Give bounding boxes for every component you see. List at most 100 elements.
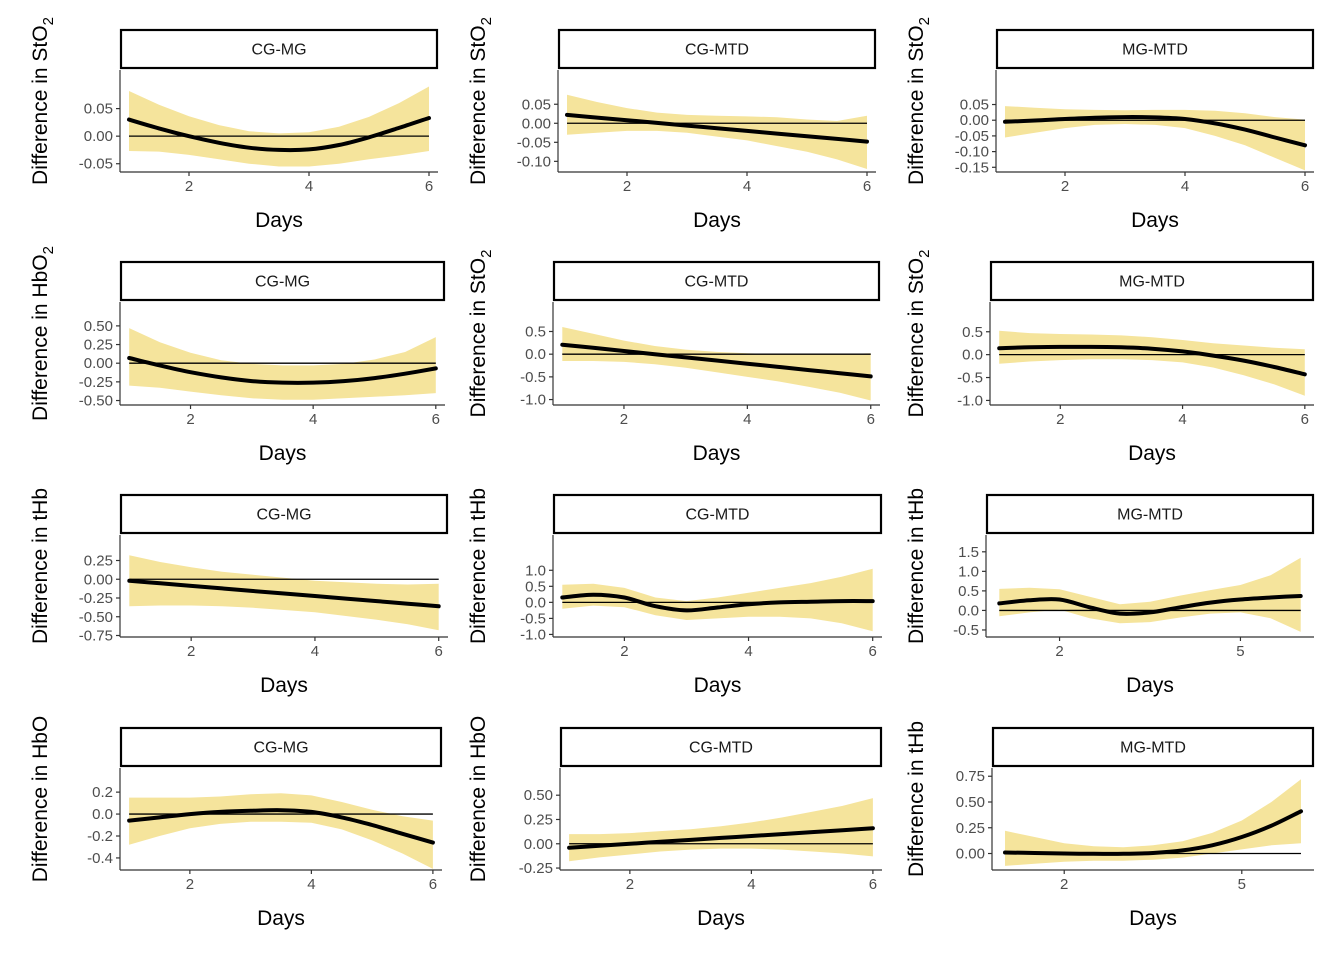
panel-12-y-axis-title: Difference in tHb [905,721,928,877]
panel-9-strip-label: MG-MTD [1117,507,1183,524]
panel-3-fit-line [1003,115,1307,148]
panel-8-x-tick-label: 2 [620,643,628,660]
panel-5-x-tick-label: 2 [620,411,628,428]
panel-1-confidence-band [129,86,429,167]
panel-9-y-tick-label: -0.5 [953,622,979,639]
panel-5-confidence-band [562,327,871,401]
panel-6-x-tick-label: 6 [1301,411,1309,428]
panel-8-y-tick-label: -0.5 [520,610,546,627]
panel-4-strip [119,260,446,302]
panel-9: MG-MTD 2 5 -0.5 0.0 0.5 1.0 1.5 Days Difference i… [905,488,1315,697]
panel-3-y-axis-title: Difference in StO2 [905,17,933,185]
panel-4-y-axis-title-subscript: 2 [40,246,57,254]
panel-4-x-tick-label: 4 [309,411,317,428]
panel-12-fit-line [1003,809,1303,856]
panel-5-y-tick-label: -0.5 [520,369,546,386]
panel-9-confidence-band [999,557,1301,632]
panel-4-x-tick-label: 6 [432,411,440,428]
panel-2-x-tick-label: 4 [743,178,751,195]
panel-5-y-axis-title: Difference in StO2 [467,250,495,418]
panel-10-x-axis-title: Days [257,907,305,930]
panel-9-y-tick-label: 1.5 [958,544,979,561]
panel-7-y-tick-label: -0.25 [79,590,113,607]
panel-9-x-tick-label: 2 [1055,643,1063,660]
panel-3-y-tick-label: 0.05 [960,97,989,114]
panel-7-y-tick-label: 0.00 [84,571,113,588]
panel-5-x-tick-label: 6 [867,411,875,428]
panel-5-y-tick-label: 0.5 [525,323,546,340]
panel-11-strip-label: CG-MTD [689,740,753,757]
panel-9-strip [985,493,1315,535]
panel-2-y-axis-title-main: Difference in StO [467,25,490,185]
panel-3-y-tick-label: 0.00 [960,112,989,129]
panel-10-y-axis-title-main: Difference in HbO [29,716,52,883]
panel-8-fit-line [560,592,875,613]
panel-7-x-tick-label: 2 [187,643,195,660]
panel-4-y-tick-label: -0.50 [79,393,113,410]
panel-11-x-tick-label: 4 [747,876,755,893]
panel-3-strip-label: MG-MTD [1122,42,1188,59]
panel-4-y-tick-label: 0.50 [84,318,113,335]
panel-8-y-tick-label: 0.0 [525,594,546,611]
panel-1-y-axis-title-main: Difference in StO [29,25,52,185]
panel-8-x-tick-label: 6 [869,643,877,660]
panel-2-y-tick-label: 0.00 [522,115,551,132]
panel-10-x-tick-label: 4 [307,876,315,893]
panel-3-y-tick-label: -0.10 [955,144,989,161]
panel-7-strip-label: CG-MG [256,507,311,524]
panel-11: CG-MTD 2 4 6 -0.25 0.00 0.25 0.50 Days Difference… [467,716,883,930]
panel-11-fit-line [567,826,875,850]
panel-3-x-tick-label: 4 [1181,178,1189,195]
panel-12-y-tick-label: 0.00 [956,846,985,863]
panel-4-y-tick-label: 0.00 [84,355,113,372]
panel-11-y-axis-title-main: Difference in HbO [467,716,490,883]
panel-9-y-axis-title: Difference in tHb [905,488,928,644]
panel-4-x-axis-title: Days [259,442,307,465]
panel-12-strip [991,726,1315,768]
panel-6-x-axis-title: Days [1128,442,1176,465]
panel-8-strip [552,493,883,535]
panel-6-x-tick-label: 4 [1178,411,1186,428]
panel-6-y-tick-label: -0.5 [957,370,983,387]
panel-12-confidence-band [1005,779,1301,866]
panel-10-y-tick-label: 0.2 [92,784,113,801]
panel-8: CG-MTD 2 4 6 -1.0-0.50.00.51.0 Days Difference… [467,488,883,697]
panel-4-confidence-band [129,328,436,400]
panel-7-fit-line [127,578,441,609]
panel-2-y-axis-title-subscript: 2 [478,17,495,25]
panel-6-strip-label: MG-MTD [1119,274,1185,291]
panel-4-x-tick-label: 2 [186,411,194,428]
panel-6-y-tick-label: -1.0 [957,392,983,409]
panel-4-strip-label: CG-MG [255,274,310,291]
panel-6-y-axis-title-main: Difference in StO [905,258,928,418]
panel-6-y-tick-label: 0.0 [962,347,983,364]
panel-7-y-axis-title-main: Difference in tHb [29,488,52,644]
panel-8-confidence-band [562,568,873,632]
panel-10-y-tick-label: 0.0 [92,806,113,823]
panel-4-y-tick-label: -0.25 [79,374,113,391]
panel-2-strip-label: CG-MTD [685,42,749,59]
panel-1-x-axis-title: Days [255,209,303,232]
panel-12-y-tick-label: 0.50 [956,794,985,811]
panel-10: CG-MG 2 4 6 -0.4 -0.2 0.0 0.2 Days Difference in … [29,716,443,930]
panel-8-y-tick-label: 1.0 [525,562,546,579]
panel-3-x-tick-label: 6 [1301,178,1309,195]
panel-12-x-tick-label: 5 [1238,876,1246,893]
panel-3-y-tick-label: -0.15 [955,159,989,176]
panel-8-y-tick-label: -1.0 [520,626,546,643]
panel-3-y-tick-label: -0.05 [955,128,989,145]
panel-7-strip [119,493,449,535]
panel-7-x-tick-label: 6 [435,643,443,660]
panel-5-y-tick-label: 0.0 [525,346,546,363]
panel-5-x-axis-title: Days [693,442,741,465]
panel-11-y-tick-label: -0.25 [519,860,553,877]
panel-7-y-tick-label: -0.50 [79,609,113,626]
panel-6: MG-MTD 2 4 6 -1.0 -0.5 0.0 0.5 Days Difference in… [905,250,1315,465]
panel-1-y-axis-title-subscript: 2 [40,17,57,25]
panel-1-x-tick-label: 2 [185,178,193,195]
panel-1-y-tick-label: 0.00 [84,128,113,145]
panel-7-y-tick-label: 0.25 [84,553,113,570]
panel-2-y-tick-label: -0.10 [517,153,551,170]
panel-9-y-tick-label: 1.0 [958,563,979,580]
